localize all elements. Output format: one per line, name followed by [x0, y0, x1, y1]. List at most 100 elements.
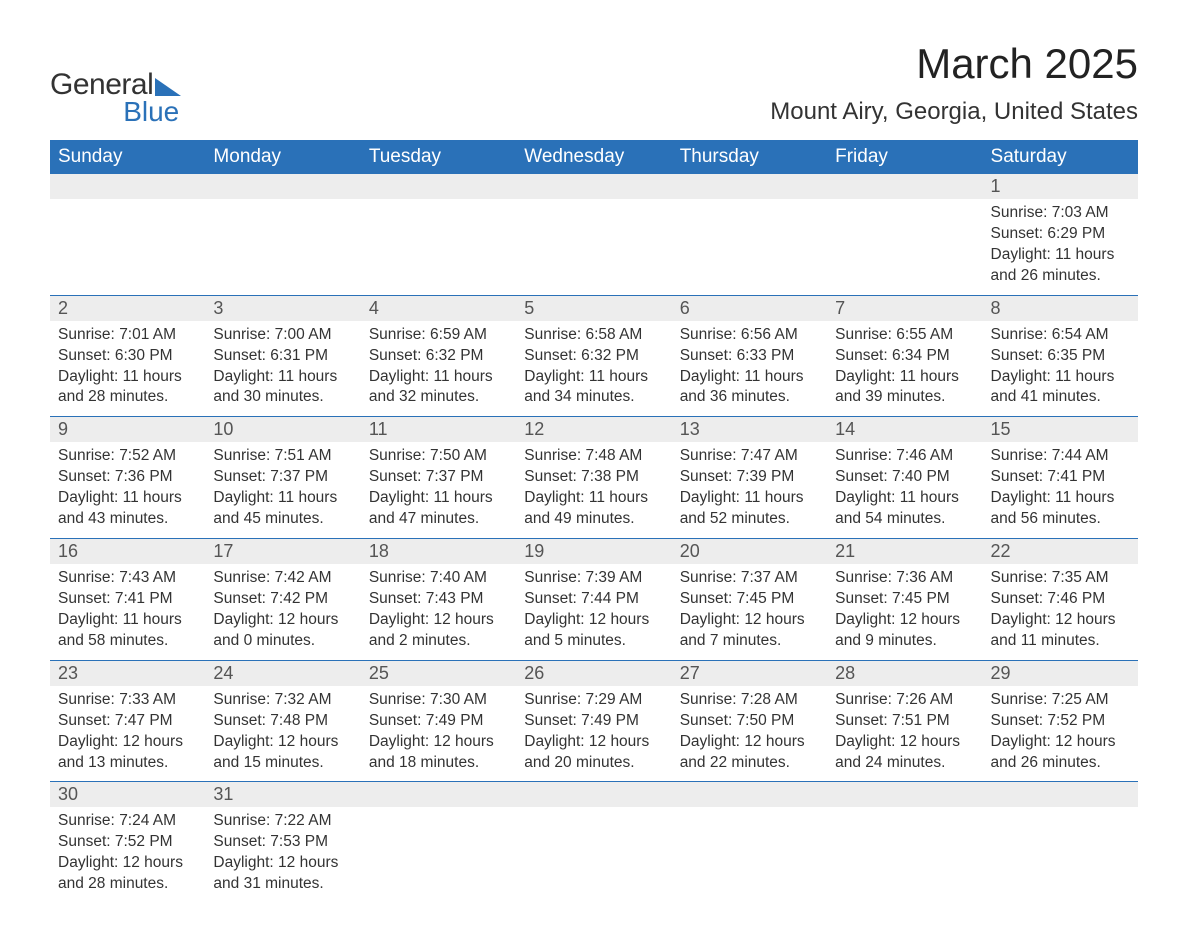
weekday-header: Sunday	[50, 140, 205, 174]
day-number: 7	[827, 296, 982, 321]
daylight-line: Daylight: 12 hours and 22 minutes.	[680, 732, 819, 774]
day-number: 20	[672, 539, 827, 564]
day-number: 31	[205, 782, 360, 807]
sunrise-line: Sunrise: 7:24 AM	[58, 811, 197, 832]
sunset-line: Sunset: 7:40 PM	[835, 467, 974, 488]
weekday-header: Wednesday	[516, 140, 671, 174]
daylight-line: Daylight: 12 hours and 15 minutes.	[213, 732, 352, 774]
daylight-line: Daylight: 12 hours and 7 minutes.	[680, 610, 819, 652]
day-content	[983, 807, 1138, 899]
calendar-cell: 9Sunrise: 7:52 AMSunset: 7:36 PMDaylight…	[50, 417, 205, 539]
calendar-cell: 24Sunrise: 7:32 AMSunset: 7:48 PMDayligh…	[205, 660, 360, 782]
calendar-cell: 28Sunrise: 7:26 AMSunset: 7:51 PMDayligh…	[827, 660, 982, 782]
day-content: Sunrise: 7:37 AMSunset: 7:45 PMDaylight:…	[672, 564, 827, 660]
day-content: Sunrise: 7:32 AMSunset: 7:48 PMDaylight:…	[205, 686, 360, 782]
day-number: 26	[516, 661, 671, 686]
day-number: 23	[50, 661, 205, 686]
day-number: 17	[205, 539, 360, 564]
day-number: 22	[983, 539, 1138, 564]
calendar-cell: 22Sunrise: 7:35 AMSunset: 7:46 PMDayligh…	[983, 539, 1138, 661]
daylight-line: Daylight: 11 hours and 52 minutes.	[680, 488, 819, 530]
calendar-cell: 16Sunrise: 7:43 AMSunset: 7:41 PMDayligh…	[50, 539, 205, 661]
calendar-header: SundayMondayTuesdayWednesdayThursdayFrid…	[50, 140, 1138, 174]
daylight-line: Daylight: 12 hours and 2 minutes.	[369, 610, 508, 652]
daylight-line: Daylight: 12 hours and 18 minutes.	[369, 732, 508, 774]
daylight-line: Daylight: 11 hours and 58 minutes.	[58, 610, 197, 652]
day-number: 27	[672, 661, 827, 686]
day-number: 25	[361, 661, 516, 686]
day-number	[827, 174, 982, 199]
sunrise-line: Sunrise: 7:43 AM	[58, 568, 197, 589]
daylight-line: Daylight: 11 hours and 45 minutes.	[213, 488, 352, 530]
day-content	[516, 199, 671, 291]
day-content: Sunrise: 7:39 AMSunset: 7:44 PMDaylight:…	[516, 564, 671, 660]
day-content: Sunrise: 7:26 AMSunset: 7:51 PMDaylight:…	[827, 686, 982, 782]
sunrise-line: Sunrise: 7:01 AM	[58, 325, 197, 346]
sunrise-line: Sunrise: 7:33 AM	[58, 690, 197, 711]
calendar-cell: 3Sunrise: 7:00 AMSunset: 6:31 PMDaylight…	[205, 295, 360, 417]
sunset-line: Sunset: 7:39 PM	[680, 467, 819, 488]
day-number: 19	[516, 539, 671, 564]
daylight-line: Daylight: 11 hours and 30 minutes.	[213, 367, 352, 409]
calendar-cell: 26Sunrise: 7:29 AMSunset: 7:49 PMDayligh…	[516, 660, 671, 782]
sunrise-line: Sunrise: 7:25 AM	[991, 690, 1130, 711]
day-number: 11	[361, 417, 516, 442]
calendar-cell: 7Sunrise: 6:55 AMSunset: 6:34 PMDaylight…	[827, 295, 982, 417]
sunset-line: Sunset: 6:32 PM	[524, 346, 663, 367]
day-number: 29	[983, 661, 1138, 686]
sunrise-line: Sunrise: 7:29 AM	[524, 690, 663, 711]
sunset-line: Sunset: 7:37 PM	[213, 467, 352, 488]
day-number	[516, 782, 671, 807]
sunrise-line: Sunrise: 7:35 AM	[991, 568, 1130, 589]
calendar-cell	[516, 782, 671, 903]
weekday-header: Thursday	[672, 140, 827, 174]
daylight-line: Daylight: 11 hours and 34 minutes.	[524, 367, 663, 409]
day-number: 28	[827, 661, 982, 686]
day-content: Sunrise: 7:44 AMSunset: 7:41 PMDaylight:…	[983, 442, 1138, 538]
day-content	[205, 199, 360, 291]
sunrise-line: Sunrise: 7:37 AM	[680, 568, 819, 589]
sunrise-line: Sunrise: 7:00 AM	[213, 325, 352, 346]
day-number	[827, 782, 982, 807]
location-text: Mount Airy, Georgia, United States	[770, 98, 1138, 126]
logo-triangle-icon	[155, 78, 181, 96]
weekday-header: Friday	[827, 140, 982, 174]
sunset-line: Sunset: 7:45 PM	[835, 589, 974, 610]
day-number	[361, 782, 516, 807]
sunset-line: Sunset: 7:52 PM	[991, 711, 1130, 732]
calendar-cell: 21Sunrise: 7:36 AMSunset: 7:45 PMDayligh…	[827, 539, 982, 661]
sunset-line: Sunset: 7:49 PM	[524, 711, 663, 732]
sunrise-line: Sunrise: 6:54 AM	[991, 325, 1130, 346]
day-number: 9	[50, 417, 205, 442]
day-content: Sunrise: 7:40 AMSunset: 7:43 PMDaylight:…	[361, 564, 516, 660]
day-number: 8	[983, 296, 1138, 321]
sunset-line: Sunset: 6:34 PM	[835, 346, 974, 367]
calendar-table: SundayMondayTuesdayWednesdayThursdayFrid…	[50, 140, 1138, 903]
calendar-cell: 1Sunrise: 7:03 AMSunset: 6:29 PMDaylight…	[983, 174, 1138, 295]
sunrise-line: Sunrise: 7:03 AM	[991, 203, 1130, 224]
sunset-line: Sunset: 7:41 PM	[991, 467, 1130, 488]
header-right: March 2025 Mount Airy, Georgia, United S…	[770, 40, 1138, 126]
calendar-cell: 4Sunrise: 6:59 AMSunset: 6:32 PMDaylight…	[361, 295, 516, 417]
sunset-line: Sunset: 7:41 PM	[58, 589, 197, 610]
calendar-cell	[827, 174, 982, 295]
day-content: Sunrise: 7:24 AMSunset: 7:52 PMDaylight:…	[50, 807, 205, 903]
day-number	[672, 174, 827, 199]
day-number: 1	[983, 174, 1138, 199]
calendar-cell: 11Sunrise: 7:50 AMSunset: 7:37 PMDayligh…	[361, 417, 516, 539]
daylight-line: Daylight: 11 hours and 47 minutes.	[369, 488, 508, 530]
day-content: Sunrise: 7:01 AMSunset: 6:30 PMDaylight:…	[50, 321, 205, 417]
day-content: Sunrise: 7:35 AMSunset: 7:46 PMDaylight:…	[983, 564, 1138, 660]
day-number	[205, 174, 360, 199]
calendar-cell: 17Sunrise: 7:42 AMSunset: 7:42 PMDayligh…	[205, 539, 360, 661]
day-content: Sunrise: 6:55 AMSunset: 6:34 PMDaylight:…	[827, 321, 982, 417]
day-number: 13	[672, 417, 827, 442]
sunset-line: Sunset: 7:51 PM	[835, 711, 974, 732]
calendar-cell: 14Sunrise: 7:46 AMSunset: 7:40 PMDayligh…	[827, 417, 982, 539]
day-content	[827, 199, 982, 291]
daylight-line: Daylight: 11 hours and 36 minutes.	[680, 367, 819, 409]
daylight-line: Daylight: 11 hours and 26 minutes.	[991, 245, 1130, 287]
daylight-line: Daylight: 11 hours and 28 minutes.	[58, 367, 197, 409]
sunrise-line: Sunrise: 7:30 AM	[369, 690, 508, 711]
calendar-cell	[361, 174, 516, 295]
